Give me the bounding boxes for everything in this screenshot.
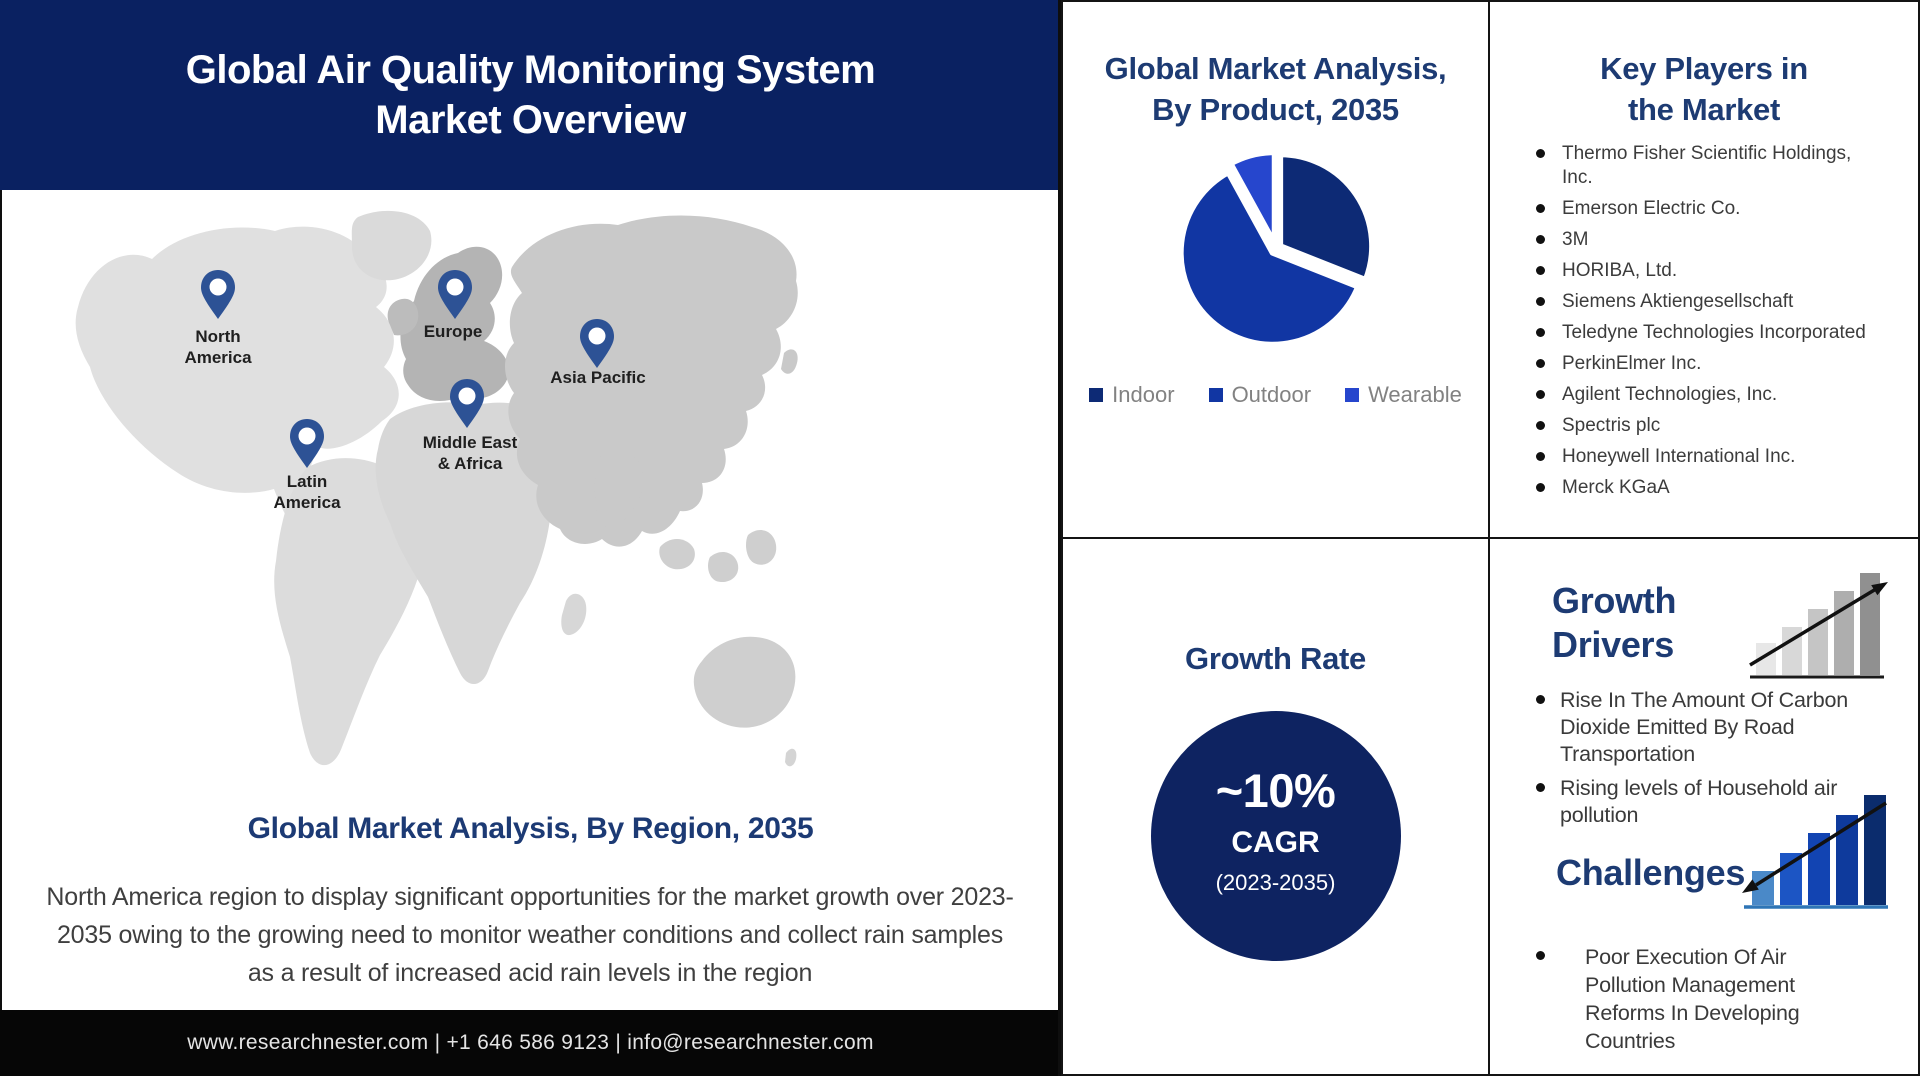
product-analysis-panel: Global Market Analysis, By Product, 2035… <box>1061 0 1490 539</box>
driver-bullet: Rising levels of Household air pollution <box>1536 775 1870 829</box>
map-label-europe: Europe <box>423 322 483 341</box>
legend-swatch-indoor <box>1089 388 1104 402</box>
challenges-title: Challenges <box>1556 852 1746 893</box>
key-players-list: Thermo Fisher Scientific Holdings, Inc. … <box>1490 142 1908 500</box>
islands-southeast-asia <box>708 551 739 583</box>
island-uk <box>387 298 419 336</box>
footer-contact-text: www.researchnester.com | +1 646 586 9123… <box>187 1031 874 1054</box>
pie-slice-outdoor <box>1177 169 1361 348</box>
map-label-asia-pacific: Asia Pacific <box>550 368 646 387</box>
legend-label-wearable: Wearable <box>1368 382 1462 407</box>
growth-drivers-list: Rise In The Amount Of Carbon Dioxide Emi… <box>1490 687 1870 836</box>
key-player-item: HORIBA, Ltd. <box>1536 259 1867 283</box>
key-player-item: Merck KGaA <box>1536 476 1867 500</box>
header: Global Air Quality Monitoring System Mar… <box>0 0 1061 190</box>
continent-south-america <box>274 458 427 766</box>
legend-item-indoor: Indoor <box>1089 382 1175 408</box>
challenges-list: Poor Execution Of Air Pollution Manageme… <box>1490 943 1840 1055</box>
world-map <box>75 210 798 767</box>
page-title: Global Air Quality Monitoring System Mar… <box>185 48 876 142</box>
continent-europe <box>400 246 509 401</box>
key-player-item: Spectris plc <box>1536 414 1867 438</box>
challenge-bullet: Poor Execution Of Air Pollution Manageme… <box>1536 943 1840 1055</box>
section-divider <box>1058 0 1063 1076</box>
cagr-period: (2023-2035) <box>1215 870 1336 895</box>
legend-item-outdoor: Outdoor <box>1208 382 1312 408</box>
map-pin-middle-east-africa <box>447 377 487 431</box>
key-player-item: 3M <box>1536 228 1867 252</box>
region-description: North America region to display signific… <box>46 883 1014 987</box>
legend-label-outdoor: Outdoor <box>1231 382 1312 407</box>
key-player-item: Thermo Fisher Scientific Holdings, Inc. <box>1536 142 1867 190</box>
key-players-panel: Key Players in the Market Thermo Fisher … <box>1488 0 1920 539</box>
map-pin-europe <box>435 268 475 322</box>
island-new-zealand <box>785 748 797 767</box>
pie-chart <box>1177 149 1375 348</box>
key-player-item: Emerson Electric Co. <box>1536 197 1867 221</box>
key-players-title: Key Players in the Market <box>1600 51 1808 127</box>
island-madagascar <box>561 593 587 636</box>
growth-drivers-title: Growth Drivers <box>1552 580 1677 665</box>
cagr-metric: CAGR <box>1231 826 1320 859</box>
subcontinent-india <box>594 450 644 528</box>
map-pin-latin-america <box>287 417 327 471</box>
map-label-latin-america: Latin America <box>273 472 341 512</box>
islands-southeast-asia <box>659 538 695 570</box>
product-panel-title: Global Market Analysis, By Product, 2035 <box>1104 51 1447 127</box>
pie-slice-indoor <box>1276 151 1375 284</box>
legend-item-wearable: Wearable <box>1345 382 1462 408</box>
growth-rate-panel: Growth Rate ~10% CAGR (2023-2035) <box>1061 537 1490 1076</box>
island-japan <box>781 349 798 374</box>
map-pin-north-america <box>198 268 238 322</box>
cagr-circle: ~10% CAGR (2023-2035) <box>1150 711 1401 961</box>
drivers-challenges-panel: Growth Drivers Rise In The Amount Of Car… <box>1488 537 1920 1076</box>
islands-southeast-asia <box>746 530 777 565</box>
map-pin-asia-pacific <box>577 317 617 371</box>
key-player-item: Siemens Aktiengesellschaft <box>1536 290 1867 314</box>
legend-swatch-wearable <box>1345 388 1360 402</box>
key-player-item: Honeywell International Inc. <box>1536 445 1867 469</box>
pie-legend: Indoor Outdoor Wearable <box>1063 382 1488 408</box>
growth-trend-icon <box>1749 573 1888 679</box>
driver-bullet: Rise In The Amount Of Carbon Dioxide Emi… <box>1536 687 1870 768</box>
pie-slice-wearable <box>1226 149 1278 248</box>
footer: www.researchnester.com | +1 646 586 9123… <box>0 1010 1061 1076</box>
continent-north-america <box>75 226 399 553</box>
continent-greenland <box>351 210 432 281</box>
legend-swatch-outdoor <box>1208 388 1223 402</box>
continent-australia <box>693 636 796 728</box>
challenges-trend-icon <box>1742 795 1888 909</box>
map-label-north-america: North America <box>184 327 252 367</box>
cagr-value: ~10% <box>1215 764 1336 817</box>
growth-rate-title: Growth Rate <box>1185 641 1366 676</box>
map-label-middle-east-africa: Middle East & Africa <box>422 433 518 473</box>
key-player-item: Agilent Technologies, Inc. <box>1536 383 1867 407</box>
continent-asia <box>505 215 798 547</box>
legend-label-indoor: Indoor <box>1112 382 1175 407</box>
key-player-item: PerkinElmer Inc. <box>1536 352 1867 376</box>
key-player-item: Teledyne Technologies Incorporated <box>1536 322 1866 343</box>
region-section-title: Global Market Analysis, By Region, 2035 <box>247 812 814 845</box>
